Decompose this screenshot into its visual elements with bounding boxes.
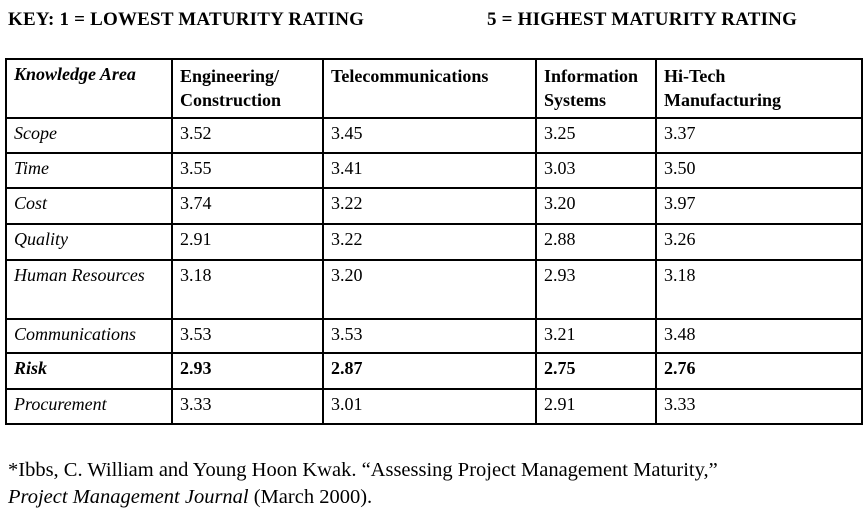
row-label-communications: Communications [5, 318, 173, 354]
row-label-cost: Cost [5, 187, 173, 225]
row-label-risk: Risk [5, 352, 173, 390]
column-header-knowledge-area: Knowledge Area [5, 58, 173, 119]
cell-value: 2.91 [171, 223, 324, 261]
cell-value: 3.52 [171, 117, 324, 154]
key-highest-label: 5 = HIGHEST MATURITY RATING [487, 9, 798, 30]
cell-value: 3.26 [655, 223, 863, 261]
source-citation: *Ibbs, C. William and Young Hoon Kwak. “… [8, 457, 853, 511]
citation-date: (March 2000). [248, 486, 373, 508]
row-label-procurement: Procurement [5, 388, 173, 425]
cell-value: 2.93 [171, 352, 324, 390]
cell-value: 3.18 [171, 259, 324, 320]
cell-value: 3.22 [322, 223, 537, 261]
cell-value: 3.22 [322, 187, 537, 225]
cell-value: 3.48 [655, 318, 863, 354]
citation-line1: *Ibbs, C. William and Young Hoon Kwak. “… [8, 459, 718, 481]
cell-value: 3.37 [655, 117, 863, 154]
table-row-communications: Communications 3.53 3.53 3.21 3.48 [5, 318, 863, 354]
maturity-rating-table: Knowledge Area Engineering/ Construction… [5, 58, 863, 425]
cell-value: 3.01 [322, 388, 537, 425]
cell-value: 3.25 [535, 117, 657, 154]
cell-value: 3.18 [655, 259, 863, 320]
rating-key-line: KEY: 1 = LOWEST MATURITY RATING 5 = HIGH… [0, 9, 865, 37]
cell-value: 3.33 [171, 388, 324, 425]
key-lowest-label: KEY: 1 = LOWEST MATURITY RATING [8, 9, 365, 30]
cell-value: 3.33 [655, 388, 863, 425]
cell-value: 3.20 [535, 187, 657, 225]
table-header-row: Knowledge Area Engineering/ Construction… [5, 58, 863, 119]
row-label-time: Time [5, 152, 173, 189]
cell-value: 3.21 [535, 318, 657, 354]
column-header-telecommunications: Telecommunications [322, 58, 537, 119]
cell-value: 3.53 [322, 318, 537, 354]
cell-value: 2.87 [322, 352, 537, 390]
cell-value: 3.20 [322, 259, 537, 320]
row-label-human-resources: Human Resources [5, 259, 173, 320]
cell-value: 3.03 [535, 152, 657, 189]
column-header-engineering-construction: Engineering/ Construction [171, 58, 324, 119]
cell-value: 3.97 [655, 187, 863, 225]
table-row-risk: Risk 2.93 2.87 2.75 2.76 [5, 352, 863, 390]
cell-value: 2.88 [535, 223, 657, 261]
citation-journal-title: Project Management Journal [8, 486, 249, 508]
cell-value: 3.53 [171, 318, 324, 354]
cell-value: 2.93 [535, 259, 657, 320]
cell-value: 3.50 [655, 152, 863, 189]
cell-value: 2.91 [535, 388, 657, 425]
table-row-procurement: Procurement 3.33 3.01 2.91 3.33 [5, 388, 863, 425]
column-header-information-systems: Information Systems [535, 58, 657, 119]
table-row-human-resources: Human Resources 3.18 3.20 2.93 3.18 [5, 259, 863, 320]
table-row-scope: Scope 3.52 3.45 3.25 3.37 [5, 117, 863, 154]
cell-value: 3.45 [322, 117, 537, 154]
table-row-cost: Cost 3.74 3.22 3.20 3.97 [5, 187, 863, 225]
cell-value: 2.76 [655, 352, 863, 390]
cell-value: 3.55 [171, 152, 324, 189]
column-header-hi-tech-manufacturing: Hi-Tech Manufacturing [655, 58, 863, 119]
table-row-quality: Quality 2.91 3.22 2.88 3.26 [5, 223, 863, 261]
cell-value: 2.75 [535, 352, 657, 390]
row-label-quality: Quality [5, 223, 173, 261]
cell-value: 3.74 [171, 187, 324, 225]
cell-value: 3.41 [322, 152, 537, 189]
row-label-scope: Scope [5, 117, 173, 154]
table-row-time: Time 3.55 3.41 3.03 3.50 [5, 152, 863, 189]
